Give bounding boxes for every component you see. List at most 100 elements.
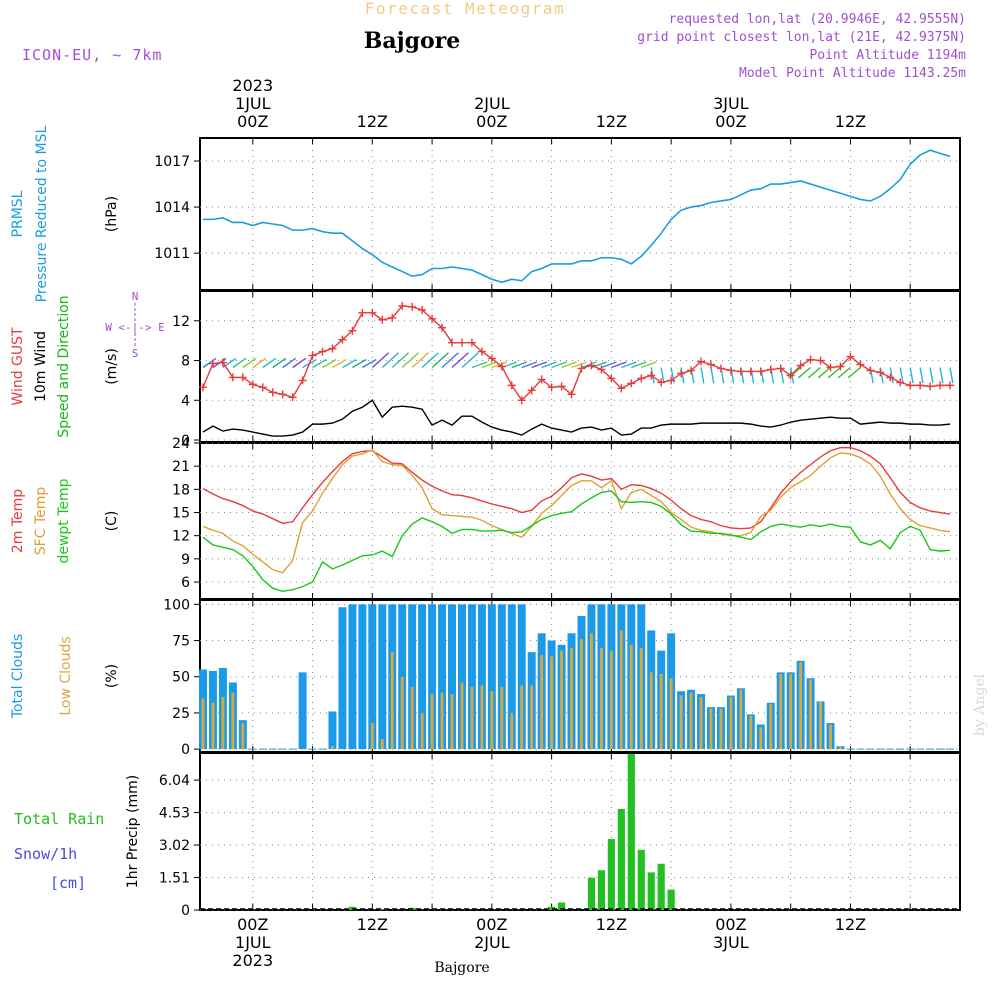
gust-line: [202, 305, 951, 402]
gust-point: [577, 364, 586, 373]
total-clouds-bar: [467, 604, 476, 750]
series-label: Total Clouds: [10, 634, 26, 719]
wind-direction-arrow: [899, 367, 904, 384]
gust-point: [348, 326, 357, 335]
gust-point: [418, 305, 427, 314]
low-clouds-bar: [540, 655, 544, 750]
low-clouds-bar: [779, 673, 783, 750]
low-clouds-bar: [749, 715, 753, 750]
wind-direction-arrow: [929, 367, 934, 384]
y-tick-label: 1017: [154, 154, 190, 170]
gust-point: [597, 365, 606, 374]
gust-point: [796, 361, 805, 370]
wind-direction-arrow: [451, 352, 469, 369]
rain-bar: [548, 906, 556, 910]
low-clouds-bar: [221, 696, 225, 750]
wind-direction-arrow: [621, 361, 637, 369]
wind-direction-arrow: [332, 358, 347, 369]
gust-point: [706, 360, 715, 369]
wind-direction-arrow: [611, 361, 627, 369]
gust-point: [537, 375, 546, 384]
footer-location: Bajgore: [434, 960, 489, 976]
gust-point: [228, 373, 237, 382]
wind-direction-arrow: [710, 367, 715, 384]
gust-point: [746, 367, 755, 376]
y-tick-label: 8: [181, 354, 190, 370]
gust-point: [408, 302, 417, 311]
low-clouds-bar: [440, 692, 444, 750]
y-tick-label: 1011: [154, 246, 190, 262]
gust-point: [547, 383, 556, 392]
gust-point: [667, 376, 676, 385]
gust-point: [517, 396, 526, 405]
gust-point: [328, 344, 337, 353]
low-clouds-bar: [460, 682, 464, 750]
time-label-bottom: 12Z: [357, 915, 388, 934]
requested-coords: requested lon,lat (20.9946E, 42.9555N): [669, 12, 966, 27]
low-clouds-bar: [639, 647, 643, 750]
gust-point: [238, 373, 247, 382]
wind-direction-arrow: [371, 352, 390, 369]
gust-point: [298, 376, 307, 385]
low-clouds-bar: [430, 694, 434, 750]
low-clouds-bar: [619, 630, 623, 750]
gust-point: [896, 378, 905, 387]
y-tick-label: 25: [172, 706, 190, 722]
rain-bar: [557, 902, 566, 910]
y-tick-label: 21: [172, 459, 190, 475]
total-clouds-bar: [418, 604, 427, 750]
total-clouds-bar: [457, 604, 466, 750]
y-tick-label: 1014: [154, 200, 190, 216]
wind-direction-arrow: [660, 367, 665, 384]
gust-point: [218, 358, 227, 367]
series-label: Total Rain: [14, 810, 104, 828]
wind-direction-arrow: [471, 361, 488, 369]
time-label-top: 00Z: [237, 112, 268, 131]
gust-point: [497, 362, 506, 371]
y-tick-label: 6.04: [159, 773, 190, 789]
total-clouds-bar: [398, 604, 407, 750]
gust-point: [278, 390, 287, 399]
gust-point: [438, 323, 447, 332]
low-clouds-bar: [590, 633, 593, 750]
total-clouds-bar: [368, 604, 377, 750]
wind-direction-arrow: [551, 361, 567, 369]
gust-point: [657, 378, 666, 387]
time-label-bottom: 2JUL: [474, 933, 510, 952]
wind-direction-arrow: [352, 358, 367, 369]
series-label: SFC Temp: [33, 487, 49, 556]
time-label-top: 12Z: [596, 112, 627, 131]
wind-direction-arrow: [581, 361, 597, 369]
compass-north: N: [132, 290, 139, 303]
series-label: 2m Temp: [10, 489, 26, 553]
low-clouds-bar: [699, 696, 703, 750]
wind-direction-arrow: [391, 352, 410, 369]
total-clouds-bar: [507, 604, 516, 750]
wind-direction-arrow: [431, 352, 449, 369]
wind-direction-arrow: [322, 358, 337, 369]
gust-point: [866, 366, 875, 375]
time-label-top: 12Z: [357, 112, 388, 131]
wind-direction-arrow: [252, 357, 267, 369]
low-clouds-bar: [839, 746, 842, 750]
wind-direction-arrow: [411, 352, 429, 369]
wind-direction-arrow: [401, 352, 420, 369]
gust-point: [467, 338, 476, 347]
series-label: Speed and Direction: [56, 295, 72, 437]
wind-direction-arrow: [441, 352, 459, 369]
time-label-top: 2023: [232, 76, 273, 95]
low-clouds-bar: [450, 694, 454, 750]
gust-point: [368, 308, 377, 317]
model-altitude: Model Point Altitude 1143.25m: [739, 66, 966, 81]
low-clouds-bar: [331, 746, 334, 750]
y-tick-label: 100: [163, 597, 190, 613]
y-tick-label: 75: [172, 634, 190, 650]
low-clouds-bar: [729, 696, 733, 750]
gust-point: [198, 383, 207, 392]
rain-bar: [587, 877, 596, 910]
y-tick-label: 4.53: [159, 806, 190, 822]
gust-point: [916, 381, 925, 390]
total-clouds-bar: [438, 604, 447, 750]
wind-direction-arrow: [282, 357, 297, 369]
gust-point: [448, 338, 457, 347]
